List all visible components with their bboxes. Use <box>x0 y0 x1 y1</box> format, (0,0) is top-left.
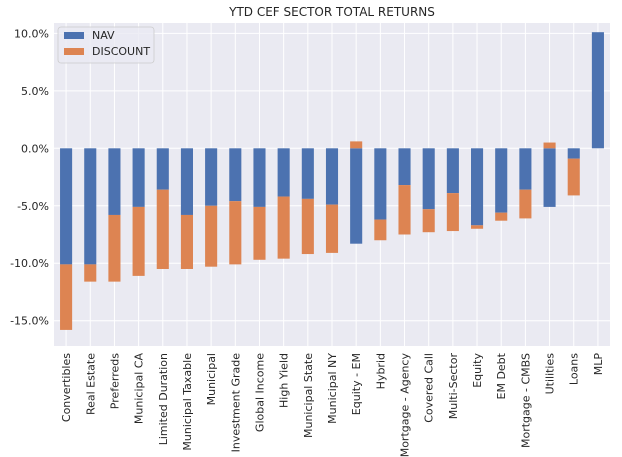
bar-nav-13 <box>374 148 387 220</box>
y-tick-label: -10.0% <box>10 257 49 270</box>
chart-title: YTD CEF SECTOR TOTAL RETURNS <box>228 5 435 19</box>
bar-discount-10 <box>301 198 314 255</box>
x-tick-label: Covered Call <box>423 353 436 423</box>
x-tick-label: Municipal CA <box>133 353 146 425</box>
y-tick-label: 10.0% <box>14 27 49 40</box>
bar-discount-3 <box>132 206 145 276</box>
x-tick-label: Municipal <box>205 353 218 405</box>
bar-discount-11 <box>325 204 339 253</box>
y-tick-label: 5.0% <box>21 85 49 98</box>
bar-nav-6 <box>205 148 218 206</box>
bar-nav-4 <box>156 148 169 190</box>
bar-discount-13 <box>374 219 387 241</box>
x-tick-label: Mortgage - CMBS <box>519 353 532 448</box>
x-tick-label: Limited Duration <box>157 353 170 445</box>
bar-nav-2 <box>108 148 121 215</box>
x-tick-label: Equity - EM <box>350 353 363 415</box>
bar-nav-5 <box>180 148 193 215</box>
bar-nav-21 <box>567 148 580 159</box>
bar-nav-22 <box>591 32 604 149</box>
bar-discount-4 <box>156 189 169 269</box>
bar-discount-15 <box>422 209 435 233</box>
bar-nav-17 <box>471 148 484 226</box>
bar-discount-21 <box>567 158 580 196</box>
bar-discount-6 <box>205 205 218 267</box>
x-tick-label: Equity <box>471 353 484 388</box>
bar-discount-17 <box>471 225 484 229</box>
x-tick-label: Municipal State <box>302 353 315 438</box>
bar-discount-8 <box>253 206 266 260</box>
x-tick-label: High Yield <box>278 353 291 408</box>
bar-nav-12 <box>350 148 363 244</box>
bar-discount-12 <box>350 141 363 149</box>
x-tick-label: Loans <box>568 353 581 385</box>
legend-label-nav: NAV <box>92 29 115 42</box>
bar-nav-8 <box>253 148 266 207</box>
bar-discount-0 <box>60 264 73 330</box>
bar-nav-3 <box>132 148 145 207</box>
bar-nav-11 <box>325 148 339 205</box>
y-tick-label: 0.0% <box>21 142 49 155</box>
x-tick-label: Utilities <box>544 353 557 395</box>
legend-label-discount: DISCOUNT <box>92 45 150 58</box>
bar-nav-7 <box>229 148 242 202</box>
bar-discount-9 <box>277 196 290 259</box>
legend: NAV DISCOUNT <box>57 26 155 64</box>
bar-discount-18 <box>495 212 508 221</box>
x-axis: Convertibles Real Estate Preferreds Municip… <box>60 352 605 457</box>
bar-nav-0 <box>60 148 73 265</box>
bar-discount-5 <box>180 214 193 269</box>
bar-discount-2 <box>108 214 121 282</box>
bar-nav-1 <box>84 148 97 265</box>
bar-discount-20 <box>543 142 556 149</box>
bar-nav-9 <box>277 148 290 197</box>
x-tick-label: EM Debt <box>495 352 508 399</box>
bar-nav-20 <box>543 148 556 207</box>
x-tick-label: Multi-Sector <box>447 353 460 420</box>
y-tick-label: -15.0% <box>10 315 49 328</box>
bar-nav-16 <box>446 148 459 194</box>
x-tick-label: Hybrid <box>374 353 387 389</box>
x-tick-label: Real Estate <box>84 353 97 415</box>
bar-nav-15 <box>422 148 435 210</box>
bar-discount-1 <box>84 264 97 282</box>
y-axis: 10.0% 5.0% 0.0% -5.0% -10.0% -15.0% <box>10 27 49 327</box>
x-tick-label: Global Income <box>253 353 266 432</box>
bar-nav-10 <box>301 148 314 199</box>
bar-nav-14 <box>398 148 411 186</box>
bar-nav-18 <box>495 148 508 213</box>
bar-discount-14 <box>398 185 411 235</box>
legend-swatch-discount <box>64 48 84 55</box>
bar-discount-7 <box>229 201 242 265</box>
bar-nav-19 <box>519 148 532 190</box>
bar-discount-19 <box>519 189 532 219</box>
x-tick-label: Mortgage - Agency <box>399 353 412 457</box>
bar-discount-16 <box>446 193 459 232</box>
x-tick-label: Investment Grade <box>229 353 242 453</box>
x-tick-label: Municipal NY <box>326 353 339 424</box>
x-tick-label: Preferreds <box>108 353 121 409</box>
x-tick-label: Convertibles <box>60 353 73 422</box>
x-tick-label: Municipal Taxable <box>181 353 194 451</box>
y-tick-label: -5.0% <box>17 200 49 213</box>
x-tick-label: MLP <box>592 353 605 376</box>
legend-swatch-nav <box>64 32 84 39</box>
bars <box>60 32 604 330</box>
